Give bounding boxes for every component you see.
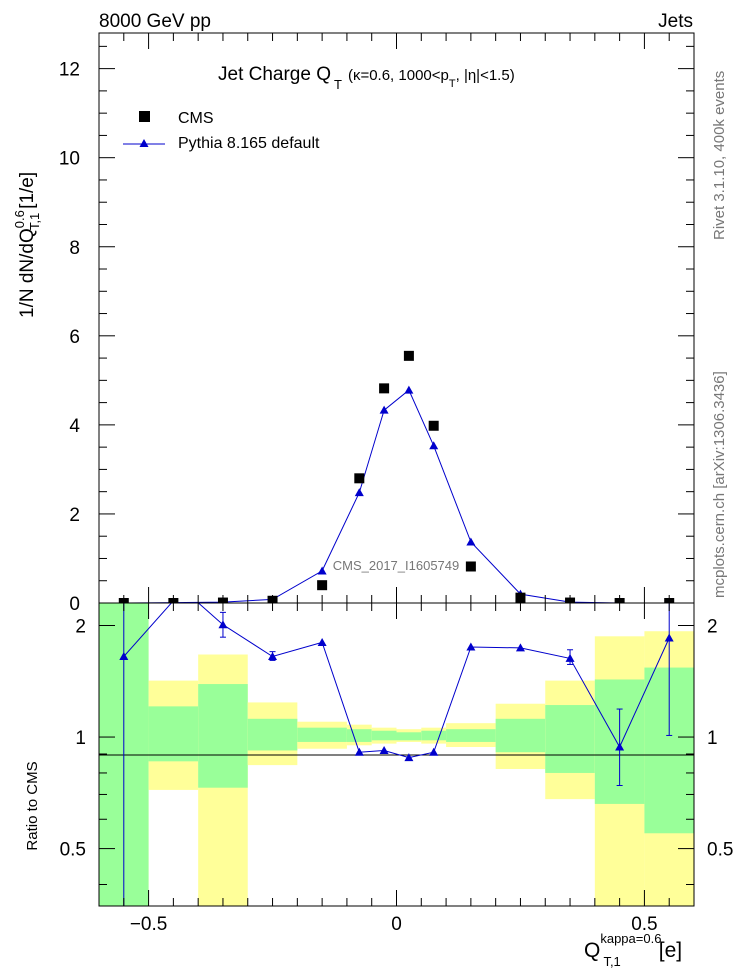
uncertainty-band-inner [421, 730, 447, 741]
analysis-watermark: CMS_2017_I1605749 [333, 558, 460, 573]
ratio-y-tick-label-right: 1 [707, 728, 718, 749]
ratio-point [615, 742, 625, 751]
ratio-point [218, 620, 228, 629]
uncertainty-band-inner [247, 718, 298, 751]
y-tick-label: 4 [69, 416, 80, 437]
y-tick-label: 10 [59, 149, 80, 170]
ratio-y-tick-label: 1 [75, 728, 86, 749]
header-energy-label: 8000 GeV pp [99, 11, 211, 32]
mc-point [404, 385, 414, 394]
rivet-info-label: Rivet 3.1.10, 400k events [711, 71, 728, 240]
ratio-point [664, 633, 674, 642]
ratio-plot-panel: 0.5 0.5 1 1 2 2 −0.5 0 0.5 [60, 602, 733, 935]
ratio-point [466, 642, 476, 651]
x-tick-label: 0.5 [631, 914, 657, 935]
cms-point [428, 420, 439, 431]
main-plot-panel: 0 2 4 6 8 10 12 CMS_2017_I1605749 [59, 32, 695, 615]
y-tick-label: 0 [69, 594, 80, 615]
ratio-point [119, 651, 129, 660]
cms-point [379, 383, 390, 394]
mc-point [317, 566, 327, 575]
ratio-point [354, 747, 364, 756]
ratio-y-tick-label-right: 0.5 [707, 840, 733, 861]
ratio-point [317, 637, 327, 646]
uncertainty-band-inner [346, 729, 372, 742]
header-process-label: Jets [658, 11, 693, 32]
cms-point [403, 350, 414, 361]
ratio-point [565, 653, 575, 662]
y-tick-label: 8 [69, 238, 80, 259]
ratio-y-tick-label: 0.5 [60, 840, 86, 861]
uncertainty-band-inner [495, 718, 546, 753]
legend-cms-marker [139, 111, 150, 122]
legend-cms-label: CMS [178, 110, 214, 127]
main-y-axis-label: 1/N dN/dQ0.6T,1[1/e] [12, 172, 42, 318]
uncertainty-band-inner [148, 706, 199, 762]
plot-title: Jet Charge Q T(κ=0.6, 1000<pT, |η|<1.5) [218, 64, 515, 92]
x-tick-label: 0 [391, 914, 402, 935]
ratio-y-tick-label-right: 2 [707, 616, 718, 637]
mc-point [379, 405, 389, 414]
mc-point [466, 537, 476, 546]
mc-point [354, 488, 364, 497]
uncertainty-band-inner [545, 705, 595, 773]
x-axis-label: Qkappa=0.6 T,1 [e] [584, 931, 682, 969]
mc-series-line [123, 389, 670, 603]
legend: CMS Pythia 8.165 default [123, 110, 320, 152]
y-tick-label: 2 [69, 505, 80, 526]
cms-point [465, 561, 476, 572]
mcplots-source-label: mcplots.cern.ch [arXiv:1306.3436] [711, 371, 728, 598]
y-tick-label: 12 [59, 60, 80, 81]
ratio-point [515, 643, 525, 652]
legend-mc-label: Pythia 8.165 default [178, 135, 320, 152]
ratio-y-tick-label: 2 [75, 616, 86, 637]
ratio-point [429, 747, 439, 756]
uncertainty-band-inner [396, 732, 422, 741]
cms-point [317, 580, 328, 591]
uncertainty-band-inner [297, 727, 347, 742]
y-tick-label: 6 [69, 327, 80, 348]
legend-mc-marker [139, 139, 149, 147]
cms-point [354, 473, 365, 484]
ratio-point [268, 651, 278, 660]
x-tick-label: −0.5 [130, 914, 168, 935]
ratio-y-axis-label: Ratio to CMS [24, 761, 41, 850]
uncertainty-band-inner [446, 729, 496, 742]
uncertainty-band-inner [198, 684, 248, 788]
ratio-point [379, 745, 389, 754]
uncertainty-band-inner [371, 730, 397, 741]
mc-point [429, 441, 439, 450]
ratio-series-line [123, 603, 670, 759]
ratio-point [404, 753, 414, 762]
